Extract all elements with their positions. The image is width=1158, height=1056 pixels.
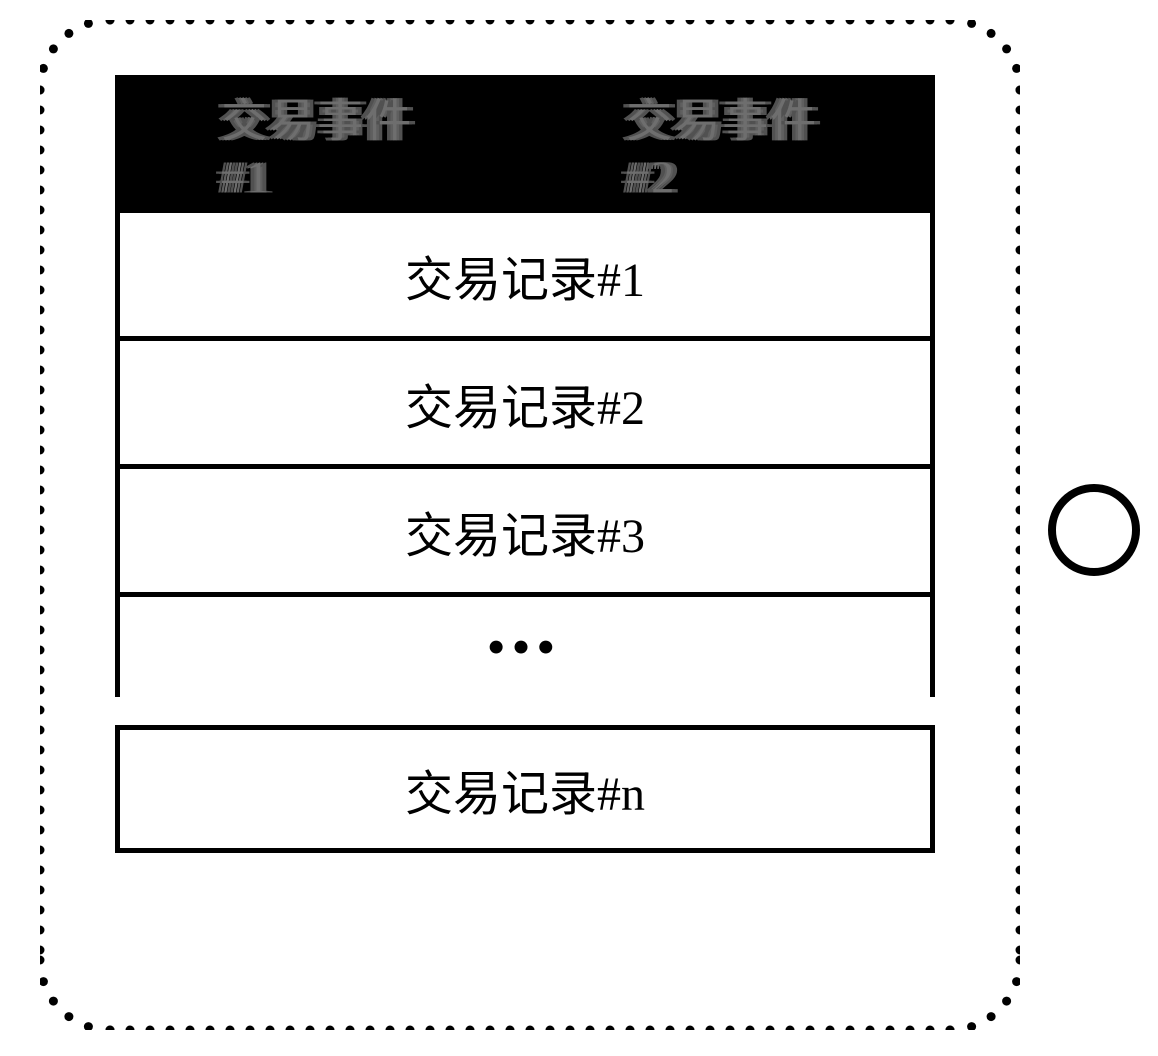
table-row: 交易记录#3 bbox=[115, 469, 935, 597]
tab-event-1[interactable]: 交易事件#1 bbox=[120, 80, 525, 208]
ellipsis-text: ••• bbox=[488, 620, 562, 675]
list-panel: 交易事件#1 交易事件#2 交易记录#1 交易记录#2 交易记录#3 ••• 交… bbox=[115, 75, 935, 853]
row-label: 交易记录#3 bbox=[405, 496, 645, 566]
tab-header: 交易事件#1 交易事件#2 bbox=[115, 75, 935, 213]
tab-label: 交易事件#1 bbox=[221, 85, 424, 204]
table-row-last: 交易记录#n bbox=[115, 725, 935, 853]
row-label: 交易记录#1 bbox=[405, 240, 645, 310]
row-label: 交易记录#2 bbox=[405, 368, 645, 438]
row-label: 交易记录#n bbox=[405, 754, 645, 824]
ellipsis-row: ••• bbox=[115, 597, 935, 697]
table-row: 交易记录#2 bbox=[115, 341, 935, 469]
table-row: 交易记录#1 bbox=[115, 213, 935, 341]
tab-event-2[interactable]: 交易事件#2 bbox=[525, 80, 930, 208]
tab-label: 交易事件#2 bbox=[626, 85, 829, 204]
diagram-container: 交易事件#1 交易事件#2 交易记录#1 交易记录#2 交易记录#3 ••• 交… bbox=[40, 20, 1100, 1030]
circle-marker bbox=[1048, 484, 1140, 576]
